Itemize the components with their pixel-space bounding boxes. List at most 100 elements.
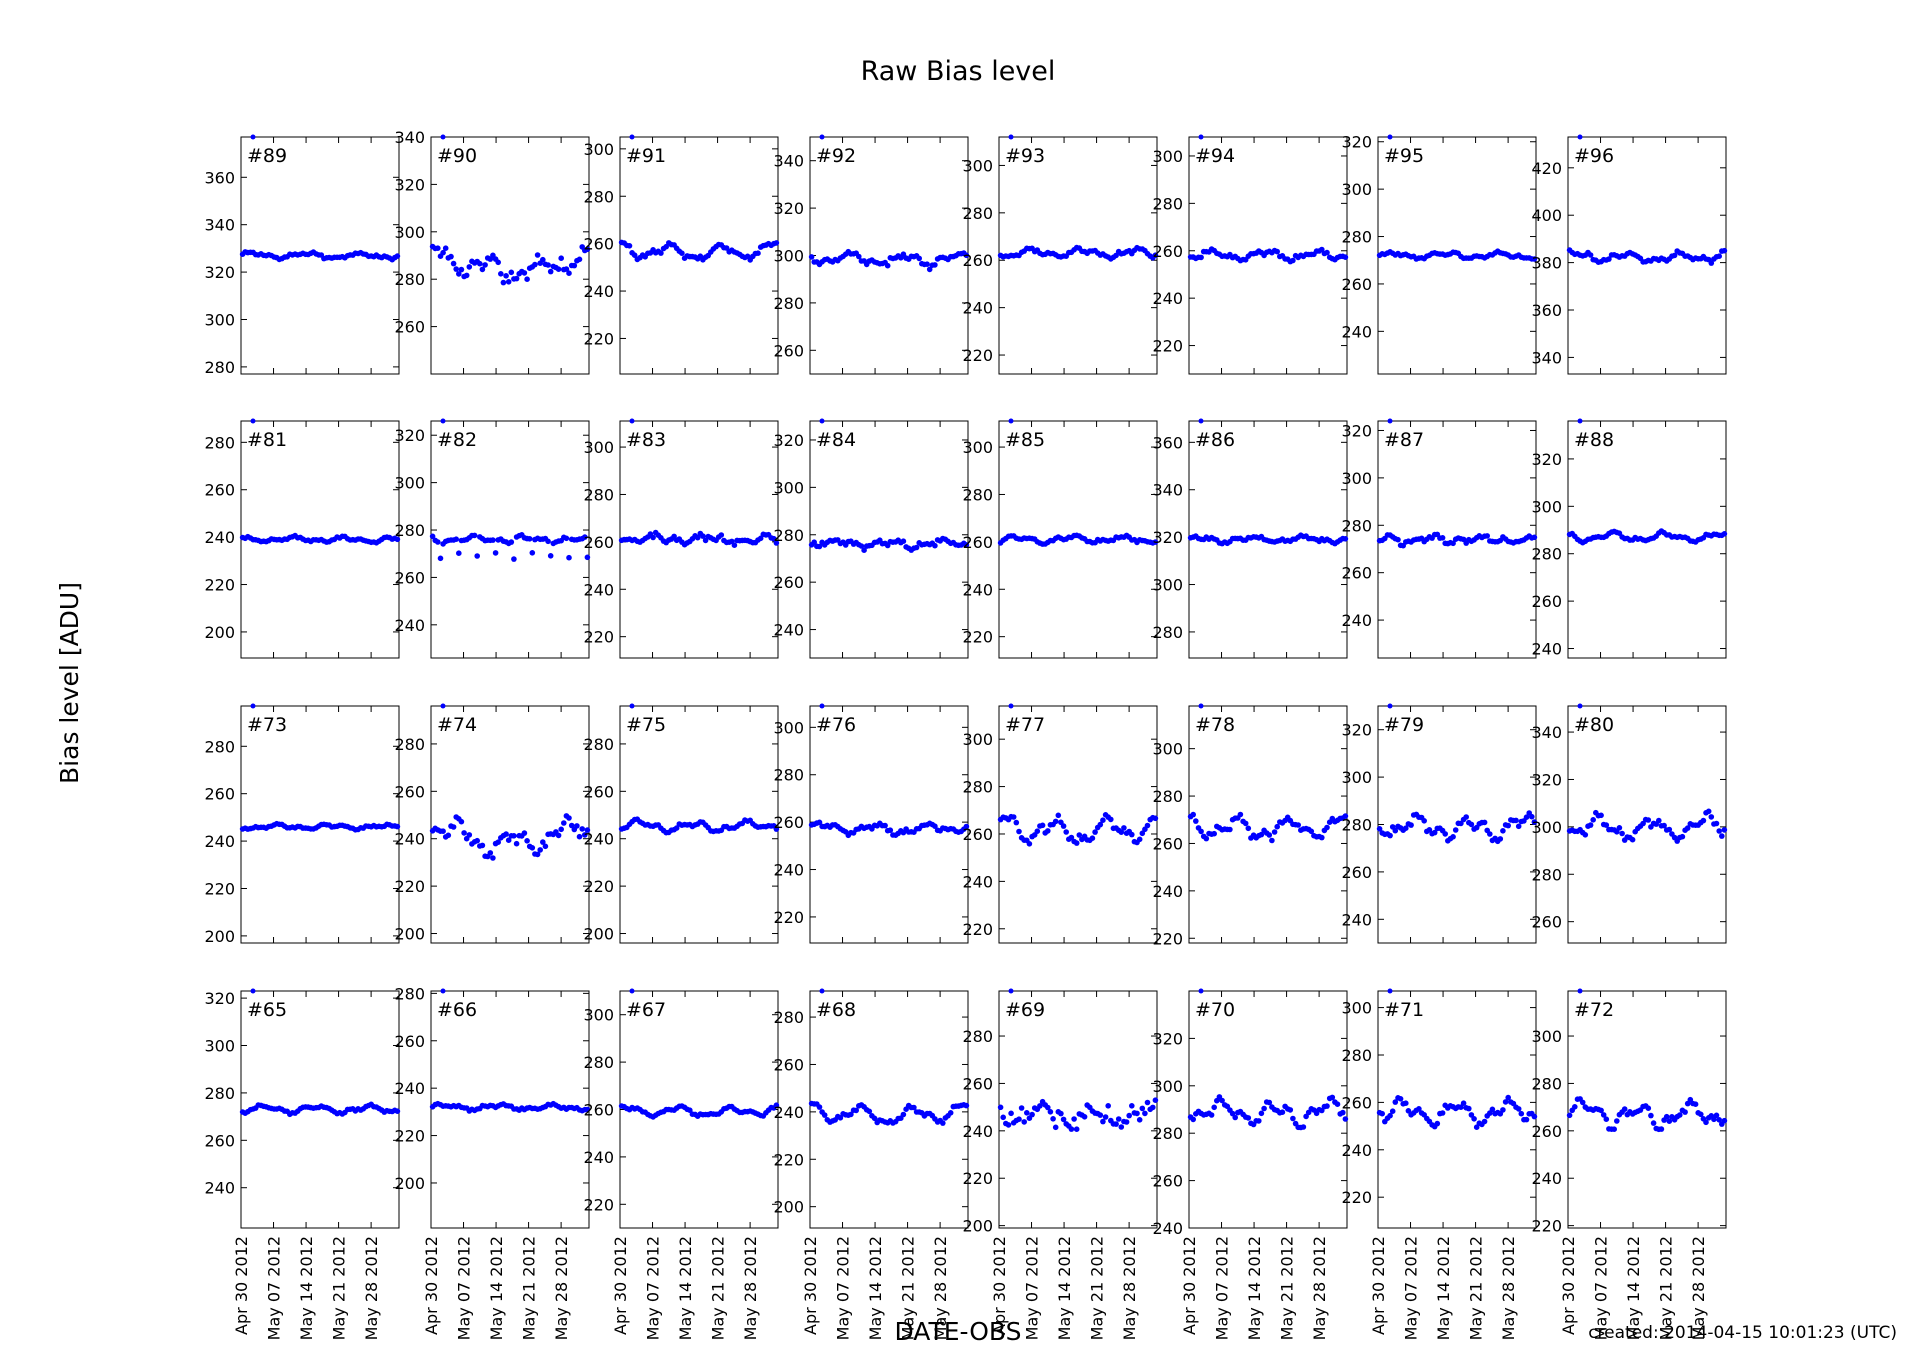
- panel-frame: [619, 136, 779, 375]
- y-tick-label: 240: [1531, 1169, 1562, 1188]
- data-point: [694, 534, 701, 541]
- data-point: [819, 988, 825, 994]
- y-tick-label: 280: [204, 358, 235, 377]
- data-point: [1256, 1118, 1262, 1124]
- data-point: [1052, 818, 1059, 825]
- y-tick-label: 260: [1341, 564, 1372, 583]
- panel-68: 200 220 240 260 280 Apr 30 2012 May 07 2012 May…: [773, 988, 970, 1340]
- data-point: [963, 823, 970, 830]
- data-point: [1008, 988, 1014, 994]
- y-tick-label: 340: [204, 216, 235, 235]
- panel-label: #79: [1384, 714, 1424, 736]
- data-point: [1342, 1116, 1349, 1122]
- data-point: [1387, 418, 1393, 424]
- data-point: [250, 988, 256, 994]
- data-point: [1684, 825, 1691, 831]
- panel-frame: [430, 136, 590, 375]
- data-point: [1102, 1114, 1109, 1120]
- data-point: [1387, 1112, 1393, 1119]
- data-point: [463, 272, 470, 279]
- data-point: [1473, 1124, 1480, 1130]
- panel-79: 240 260 280 300 320 #79: [1341, 703, 1538, 944]
- data-point: [629, 134, 635, 140]
- data-point: [932, 823, 938, 829]
- data-point: [1097, 1112, 1104, 1118]
- data-point: [1606, 256, 1612, 262]
- y-tick-label: 280: [1341, 516, 1372, 535]
- data-point: [1721, 531, 1728, 537]
- data-point: [394, 253, 401, 259]
- data-point: [545, 262, 551, 268]
- data-point: [1645, 817, 1652, 823]
- data-point: [1008, 134, 1014, 140]
- data-point: [1458, 1104, 1464, 1110]
- panel-label: #86: [1195, 429, 1235, 451]
- data-point: [440, 988, 446, 994]
- data-point: [505, 279, 512, 285]
- x-tick-label: May 28 2012: [1499, 1236, 1518, 1340]
- data-point: [492, 550, 499, 556]
- x-tick-label: May 21 2012: [709, 1236, 728, 1340]
- y-tick-label: 240: [583, 580, 614, 599]
- data-point: [631, 252, 638, 258]
- y-tick-label: 200: [204, 927, 235, 946]
- panel-92: 260 280 300 320 340 #92: [773, 134, 970, 375]
- data-point: [474, 837, 481, 844]
- y-tick-label: 220: [962, 1169, 993, 1188]
- y-tick-label: 220: [962, 920, 993, 939]
- data-point: [1603, 822, 1610, 828]
- data-point: [1484, 533, 1490, 539]
- y-tick-label: 260: [1531, 1122, 1562, 1141]
- data-point: [837, 1115, 844, 1121]
- data-point: [1439, 535, 1446, 541]
- data-point: [1129, 831, 1135, 838]
- data-point: [490, 537, 496, 543]
- data-point: [1136, 836, 1143, 843]
- data-point: [1193, 818, 1199, 824]
- y-tick-label: 280: [1152, 623, 1183, 642]
- y-tick-label: 240: [962, 1122, 993, 1141]
- data-point: [1018, 1105, 1025, 1111]
- y-tick-label: 240: [1341, 611, 1372, 630]
- y-tick-label: 300: [583, 140, 614, 159]
- data-point: [771, 535, 777, 542]
- data-point: [1068, 1126, 1075, 1132]
- y-tick-label: 260: [962, 825, 993, 844]
- y-tick-label: 320: [1531, 770, 1562, 789]
- data-point: [440, 828, 446, 834]
- data-point: [658, 250, 664, 256]
- data-point: [558, 826, 564, 833]
- y-tick-label: 220: [1152, 337, 1183, 356]
- data-point: [1505, 822, 1511, 829]
- data-point: [442, 245, 449, 251]
- x-tick-label: May 21 2012: [1467, 1236, 1486, 1340]
- data-point: [1468, 821, 1475, 828]
- y-tick-label: 300: [204, 310, 235, 329]
- panel-87: 240 260 280 300 320 #87: [1341, 418, 1538, 659]
- data-point: [650, 534, 656, 541]
- data-point: [1203, 835, 1210, 842]
- y-tick-label: 260: [204, 785, 235, 804]
- data-point: [1258, 1110, 1265, 1117]
- panel-label: #80: [1574, 714, 1614, 736]
- y-tick-label: 300: [394, 474, 425, 493]
- data-point: [394, 823, 401, 830]
- data-point: [1092, 829, 1098, 835]
- data-point: [458, 266, 465, 273]
- data-point: [503, 831, 509, 837]
- panel-label: #90: [437, 145, 477, 167]
- panel-label: #81: [247, 429, 287, 451]
- data-point: [435, 245, 441, 251]
- y-tick-label: 280: [1531, 545, 1562, 564]
- x-tick-label: May 28 2012: [931, 1236, 950, 1340]
- y-tick-label: 300: [394, 223, 425, 242]
- y-tick-label: 280: [1531, 865, 1562, 884]
- data-point: [1142, 1110, 1148, 1117]
- data-point: [1711, 1116, 1717, 1123]
- data-point: [521, 830, 528, 836]
- y-tick-label: 220: [394, 877, 425, 896]
- y-tick-label: 280: [204, 737, 235, 756]
- x-tick-label: May 14 2012: [1434, 1236, 1453, 1340]
- data-point: [394, 536, 401, 543]
- y-tick-label: 360: [204, 168, 235, 187]
